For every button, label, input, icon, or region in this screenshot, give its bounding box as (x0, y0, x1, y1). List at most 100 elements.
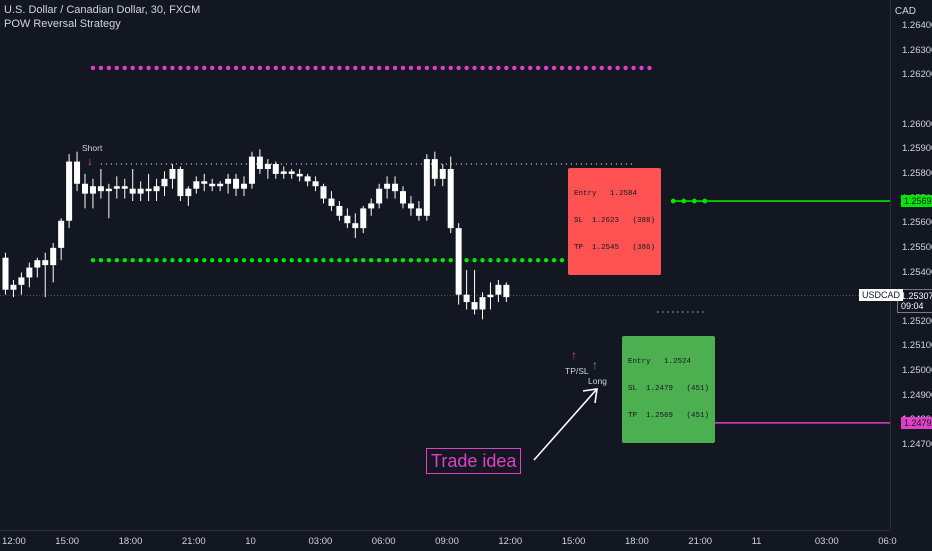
time-tick-label: 12:00 (498, 536, 523, 547)
candle-58 (463, 270, 470, 310)
level-dot (472, 257, 477, 263)
level-dot (528, 65, 533, 71)
candle-body (201, 181, 208, 184)
candle-7 (58, 218, 65, 261)
level-dot (321, 257, 326, 263)
candle-26 (209, 178, 216, 192)
trade-idea-label[interactable]: Trade idea (426, 448, 522, 474)
level-dot (520, 257, 525, 263)
candle-15 (121, 178, 128, 199)
candle-body (185, 188, 192, 197)
candle-body (97, 186, 104, 192)
ray-dot (670, 198, 676, 204)
level-dot (599, 65, 604, 71)
level-dot (225, 65, 231, 71)
level-dot (114, 65, 120, 71)
candle-4 (34, 257, 41, 278)
candle-body (320, 186, 327, 199)
candle-body (153, 186, 160, 192)
level-dot (448, 257, 453, 263)
level-dot (607, 65, 612, 71)
candle-body (431, 159, 438, 179)
candle-10 (82, 173, 88, 209)
level-dot (583, 65, 589, 71)
candle-body (479, 297, 486, 310)
time-tick-label: 06:00 (371, 536, 396, 547)
level-dot (345, 257, 350, 263)
price-tick-label: 1.25500 (902, 241, 932, 253)
level-dot (520, 65, 525, 71)
level-dot (178, 257, 183, 263)
candle-50 (400, 186, 406, 209)
level-dot (217, 65, 223, 71)
candle-body (280, 171, 287, 174)
level-dot (408, 65, 414, 71)
long-label: Long (588, 376, 607, 386)
candle-62 (495, 279, 502, 303)
candle-body (18, 277, 25, 285)
level-dot (202, 65, 207, 71)
level-dot (217, 257, 223, 263)
candle-30 (241, 176, 247, 197)
level-dot (329, 65, 334, 71)
level-dot (376, 257, 382, 263)
level-dot (480, 257, 485, 263)
candle-body (233, 178, 240, 189)
level-dot (432, 257, 437, 263)
candle-body (82, 183, 88, 194)
level-dot (265, 65, 271, 71)
level-dot (305, 65, 310, 71)
candle-body (145, 188, 152, 192)
candle-14 (113, 176, 120, 199)
price-tick-label: 1.25600 (902, 217, 932, 229)
tpsl-label: TP/SL (565, 366, 589, 376)
level-dot (106, 257, 112, 263)
candle-59 (471, 270, 478, 315)
level-dots-0 (90, 65, 652, 71)
time-tick-label: 21:00 (688, 536, 713, 547)
candle-46 (368, 198, 375, 216)
level-dot (504, 65, 509, 71)
time-tick-label: 12:00 (2, 536, 26, 547)
level-dot (464, 257, 469, 263)
level-dot (210, 65, 215, 71)
level-dot (186, 257, 191, 263)
time-axis[interactable]: 12:00 15:00 18:00 21:00 10 03:00 06:00 09:00 12:… (0, 530, 897, 551)
level-dot (146, 257, 151, 263)
candle-body (407, 203, 414, 209)
candle-body (312, 181, 319, 187)
short-label: Short (82, 143, 103, 153)
candle-body (503, 284, 510, 298)
level-dot (321, 65, 326, 71)
candle-43 (344, 208, 351, 229)
candle-6 (50, 242, 57, 283)
candle-body (217, 183, 224, 187)
candle-27 (217, 181, 224, 192)
level-dot (464, 65, 469, 71)
candle-0 (2, 252, 9, 295)
candle-body (344, 215, 351, 224)
level-dot (289, 65, 294, 71)
level-dot (559, 65, 565, 71)
candle-body (439, 168, 446, 179)
level-dot (535, 257, 541, 263)
candle-body (352, 223, 359, 229)
level-dot (257, 65, 263, 71)
level-dot (440, 257, 445, 263)
candle-32 (256, 149, 263, 174)
candle-20 (161, 171, 168, 197)
level-dot (432, 65, 437, 71)
level-dot (551, 257, 557, 263)
candle-38 (304, 173, 311, 187)
level-dot (535, 65, 541, 71)
level-dot (361, 257, 366, 263)
candle-body (137, 188, 144, 194)
level-dot (361, 65, 366, 71)
level-dot (440, 65, 445, 71)
candle-body (256, 156, 263, 169)
level-dot (297, 65, 302, 71)
ray-dot (691, 198, 697, 204)
price-axis[interactable]: 1.247001.248001.249001.250001.251001.252… (890, 0, 932, 530)
